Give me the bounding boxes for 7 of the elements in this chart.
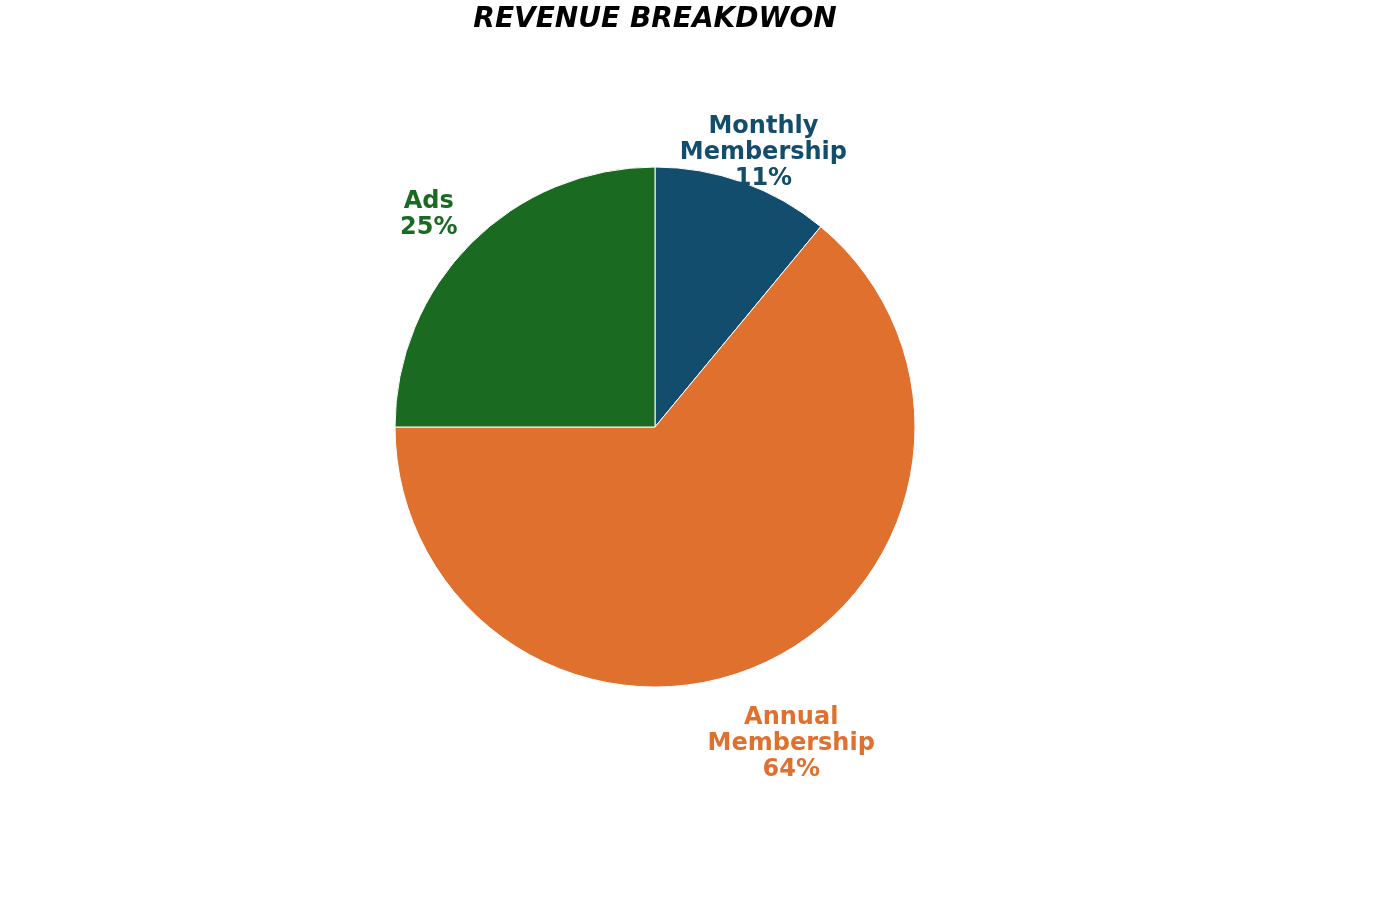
data-label: 64% (762, 753, 820, 782)
slice-label: Ads (403, 185, 454, 214)
slice-label: Annual Membership (707, 701, 875, 756)
slice-label: Monthly Membership (679, 110, 848, 165)
chart-title: REVENUE BREAKDWON (473, 1, 837, 34)
data-label: 11% (734, 162, 793, 191)
data-label: 25% (400, 211, 458, 240)
